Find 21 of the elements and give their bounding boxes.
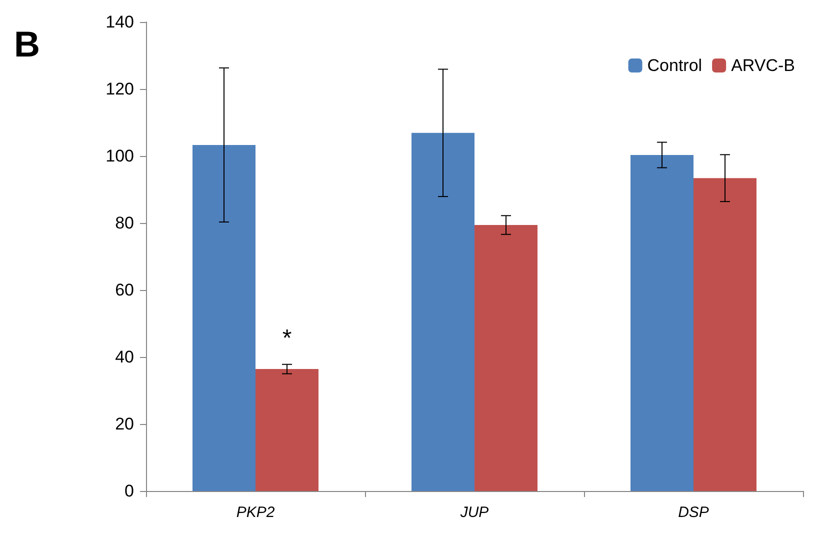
x-tick-label: JUP bbox=[459, 504, 489, 521]
y-tick-label: 60 bbox=[115, 280, 134, 300]
y-tick-label: 100 bbox=[106, 146, 134, 166]
bar bbox=[192, 144, 256, 491]
bar bbox=[474, 225, 538, 491]
y-tick-label: 140 bbox=[106, 12, 134, 32]
y-tick-label: 80 bbox=[115, 214, 134, 232]
bar bbox=[630, 154, 694, 491]
bar bbox=[412, 132, 474, 491]
text: B bbox=[14, 24, 40, 64]
bar bbox=[256, 369, 318, 491]
bar bbox=[694, 178, 756, 491]
y-tick-label: 0 bbox=[124, 482, 134, 500]
legend-label: ARVC-B bbox=[731, 56, 796, 75]
x-tick-label: PKP2 bbox=[236, 504, 276, 521]
y-tick-label: 120 bbox=[106, 80, 134, 98]
legend-label: Control bbox=[647, 56, 702, 75]
x-tick-label: DSP bbox=[678, 504, 709, 521]
y-tick-label: 40 bbox=[115, 348, 134, 366]
y-tick-label: 20 bbox=[115, 414, 134, 434]
annotation: * bbox=[282, 324, 292, 352]
